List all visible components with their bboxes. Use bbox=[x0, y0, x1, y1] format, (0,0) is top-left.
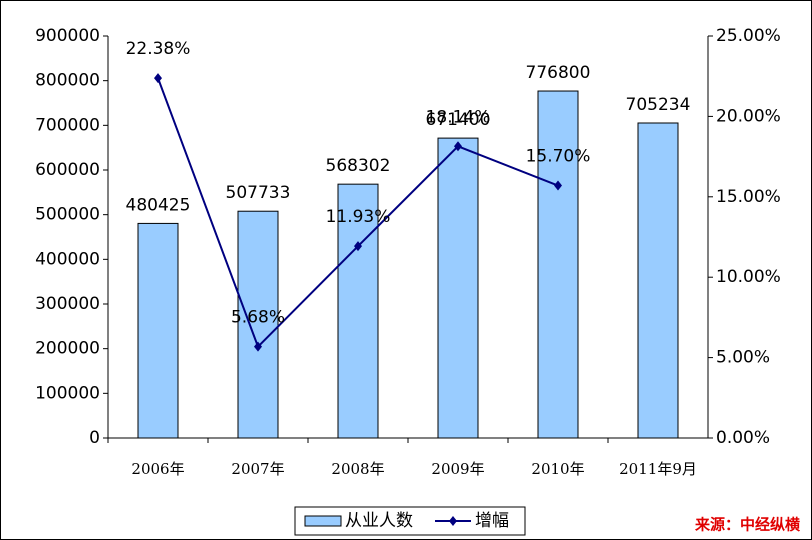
legend-label: 从业人数 bbox=[345, 511, 413, 531]
bar-value-label: 480425 bbox=[126, 195, 191, 215]
bar bbox=[637, 122, 679, 439]
line-marker bbox=[354, 241, 362, 252]
y-tick-label: 800000 bbox=[35, 71, 100, 91]
bar bbox=[437, 137, 479, 439]
line-marker bbox=[154, 73, 162, 84]
bar bbox=[137, 222, 179, 439]
line-value-label: 5.68% bbox=[231, 308, 285, 328]
bar bbox=[537, 90, 579, 439]
x-tick-label: 2008年 bbox=[331, 460, 384, 478]
line-value-label: 22.38% bbox=[126, 39, 191, 59]
line-marker bbox=[254, 341, 262, 352]
y-tick-label: 600000 bbox=[35, 160, 100, 180]
y2-tick-label: 20.00% bbox=[716, 106, 781, 126]
line-marker bbox=[554, 180, 562, 191]
y-tick-label: 300000 bbox=[35, 294, 100, 314]
y2-tick-label: 10.00% bbox=[716, 267, 781, 287]
bar-value-label: 705234 bbox=[626, 95, 691, 115]
line-value-label: 11.93% bbox=[326, 207, 391, 227]
legend-swatch bbox=[304, 515, 342, 527]
y-tick-label: 700000 bbox=[35, 115, 100, 135]
bar-value-label: 507733 bbox=[226, 183, 291, 203]
y2-tick-label: 15.00% bbox=[716, 187, 781, 207]
y-tick-label: 900000 bbox=[35, 26, 100, 46]
line-marker bbox=[454, 141, 462, 152]
x-tick-label: 2010年 bbox=[531, 460, 584, 478]
source: 来源：中经纵横 bbox=[694, 516, 801, 534]
y2-tick-label: 5.00% bbox=[716, 348, 770, 368]
bar-value-label: 568302 bbox=[326, 156, 391, 176]
bar-value-label: 671400 bbox=[426, 110, 491, 130]
x-tick-label: 2011年9月 bbox=[619, 460, 697, 478]
line-value-label: 18.14% bbox=[426, 107, 491, 127]
bar-value-label: 776800 bbox=[526, 63, 591, 83]
y-tick-label: 500000 bbox=[35, 205, 100, 225]
y-tick-label: 0 bbox=[89, 428, 100, 448]
y-tick-label: 400000 bbox=[35, 249, 100, 269]
bar bbox=[337, 183, 379, 439]
y2-tick-label: 0.00% bbox=[716, 428, 770, 448]
bar bbox=[237, 210, 279, 439]
line-value-label: 15.70% bbox=[526, 147, 591, 167]
legend-label: 增幅 bbox=[475, 511, 509, 531]
x-tick-label: 2009年 bbox=[431, 460, 484, 478]
y-tick-label: 200000 bbox=[35, 339, 100, 359]
x-tick-label: 2006年 bbox=[131, 460, 184, 478]
y-tick-label: 100000 bbox=[35, 383, 100, 403]
y2-tick-label: 25.00% bbox=[716, 26, 781, 46]
legend-marker bbox=[449, 516, 457, 526]
x-tick-label: 2007年 bbox=[231, 460, 284, 478]
